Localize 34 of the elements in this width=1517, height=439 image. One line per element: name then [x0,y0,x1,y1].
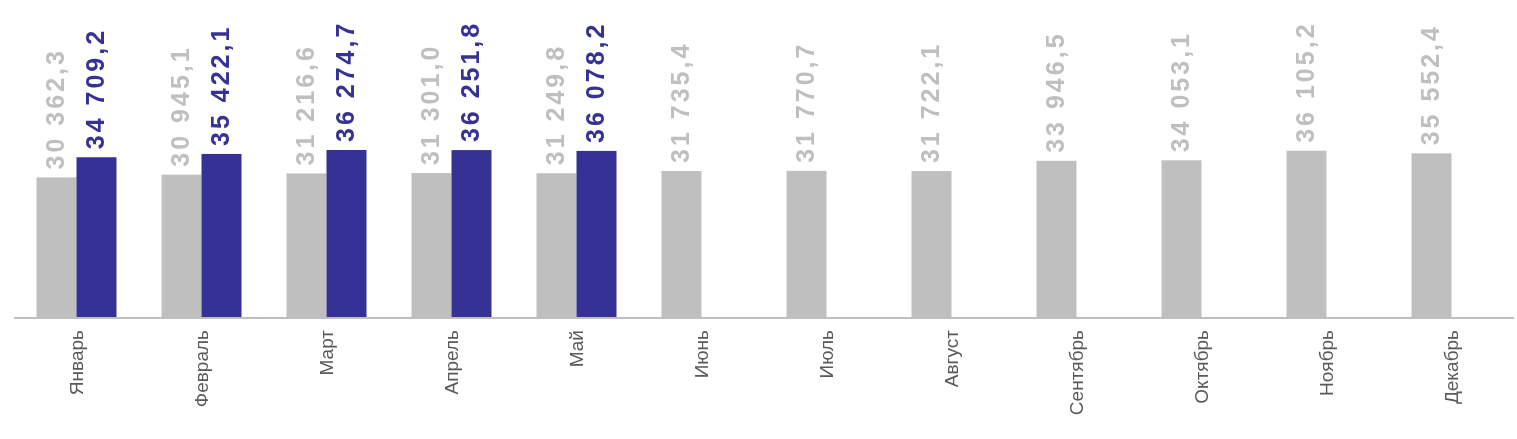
data-label: 31 301,0 [415,43,444,166]
bar [326,150,367,318]
x-tick-label: Декабрь [1440,329,1462,405]
data-label: 34 053,1 [1165,30,1194,153]
data-label: 35 552,4 [1415,24,1444,146]
x-tick-label: Сентябрь [1065,329,1087,416]
x-tick-label: Февраль [190,329,212,408]
data-label: 36 105,2 [1290,21,1319,143]
data-label: 30 362,3 [40,48,69,170]
data-label: 33 946,5 [1040,31,1069,153]
x-tick-label: Август [940,329,962,388]
data-label: 31 249,8 [540,43,569,166]
data-label: 31 216,6 [290,44,319,166]
x-tick-label: Июль [815,329,837,379]
bar [451,150,492,318]
x-tick-label: Март [315,329,337,376]
x-tick-label: Май [565,330,587,368]
x-tick-label: Ноябрь [1315,329,1337,396]
data-label: 36 251,8 [455,20,484,143]
data-label: 31 722,1 [915,41,944,164]
bar [76,157,117,318]
data-label: 30 945,1 [165,45,194,167]
bar [576,150,617,318]
x-tick-label: Июнь [690,329,712,379]
data-label: 36 274,7 [330,20,359,142]
x-tick-label: Апрель [440,329,462,395]
x-tick-label: Январь [65,329,87,396]
bar [201,153,242,318]
data-label: 35 422,1 [205,24,234,146]
x-tick-label: Октябрь [1190,329,1212,404]
data-label: 31 770,7 [790,41,819,163]
data-label: 31 735,4 [665,41,694,164]
data-label: 36 078,2 [580,21,609,143]
data-label: 34 709,2 [80,27,109,150]
